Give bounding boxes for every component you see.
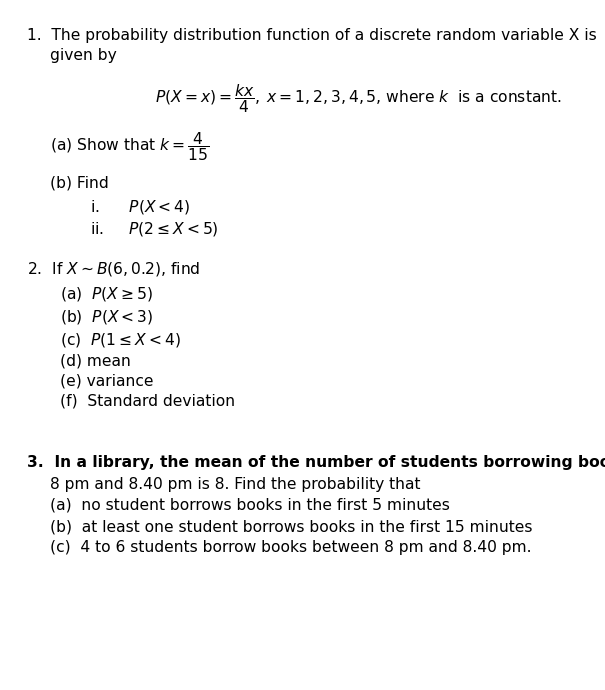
Text: 3.  In a library, the mean of the number of students borrowing books between: 3. In a library, the mean of the number … — [27, 455, 605, 470]
Text: (c)  $P(1\leq X<4)$: (c) $P(1\leq X<4)$ — [60, 331, 181, 349]
Text: 2.  If $X\sim B(6,0.2)$, find: 2. If $X\sim B(6,0.2)$, find — [27, 260, 200, 278]
Text: (a)  no student borrows books in the first 5 minutes: (a) no student borrows books in the firs… — [50, 498, 450, 513]
Text: 1.  The probability distribution function of a discrete random variable X is: 1. The probability distribution function… — [27, 28, 597, 43]
Text: (b)  $P(X<3)$: (b) $P(X<3)$ — [60, 308, 154, 326]
Text: ii.     $P(2\leq X<5)$: ii. $P(2\leq X<5)$ — [90, 220, 218, 238]
Text: given by: given by — [50, 48, 117, 63]
Text: (d) mean: (d) mean — [60, 354, 131, 369]
Text: (a) Show that $k=\dfrac{4}{15}$: (a) Show that $k=\dfrac{4}{15}$ — [50, 130, 209, 163]
Text: (f)  Standard deviation: (f) Standard deviation — [60, 394, 235, 409]
Text: (b)  at least one student borrows books in the first 15 minutes: (b) at least one student borrows books i… — [50, 519, 532, 534]
Text: i.      $P(X<4)$: i. $P(X<4)$ — [90, 198, 191, 216]
Text: (b) Find: (b) Find — [50, 175, 109, 190]
Text: (c)  4 to 6 students borrow books between 8 pm and 8.40 pm.: (c) 4 to 6 students borrow books between… — [50, 540, 532, 555]
Text: 8 pm and 8.40 pm is 8. Find the probability that: 8 pm and 8.40 pm is 8. Find the probabil… — [50, 477, 420, 492]
Text: $P(X=x)=\dfrac{kx}{4},\; x=1,2,3,4,5$, where $k$  is a constant.: $P(X=x)=\dfrac{kx}{4},\; x=1,2,3,4,5$, w… — [155, 82, 561, 115]
Text: (e) variance: (e) variance — [60, 374, 154, 389]
Text: (a)  $P(X\geq 5)$: (a) $P(X\geq 5)$ — [60, 285, 153, 303]
